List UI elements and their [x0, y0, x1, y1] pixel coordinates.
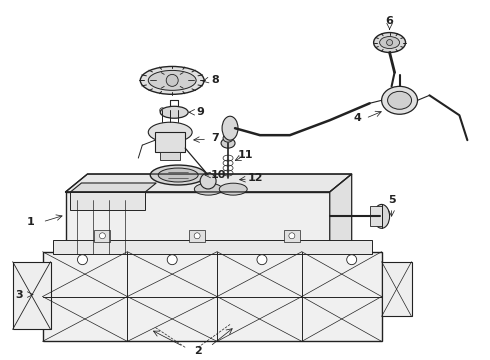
- Bar: [52, 240, 371, 254]
- Text: 9: 9: [196, 107, 204, 117]
- Circle shape: [257, 255, 267, 265]
- Ellipse shape: [388, 91, 412, 109]
- Text: 2: 2: [194, 346, 202, 356]
- Circle shape: [160, 108, 165, 113]
- Circle shape: [77, 255, 87, 265]
- Ellipse shape: [219, 183, 247, 195]
- Ellipse shape: [148, 71, 196, 90]
- Circle shape: [387, 40, 392, 45]
- Polygon shape: [71, 183, 156, 192]
- Ellipse shape: [380, 37, 399, 49]
- Ellipse shape: [374, 32, 406, 53]
- Text: 6: 6: [386, 15, 393, 26]
- Bar: [13, 262, 50, 329]
- Ellipse shape: [158, 168, 198, 182]
- Ellipse shape: [148, 122, 192, 142]
- Circle shape: [200, 173, 216, 189]
- Bar: [189, 230, 205, 242]
- Polygon shape: [66, 174, 352, 192]
- Bar: [43, 252, 382, 341]
- Circle shape: [176, 108, 181, 113]
- Text: 4: 4: [354, 113, 362, 123]
- Ellipse shape: [223, 134, 233, 142]
- Bar: [155, 132, 185, 152]
- Ellipse shape: [150, 165, 206, 185]
- Text: 7: 7: [211, 133, 219, 143]
- Ellipse shape: [222, 116, 238, 140]
- Text: 1: 1: [27, 217, 34, 227]
- Circle shape: [194, 233, 200, 239]
- Bar: [369, 206, 382, 226]
- Text: 5: 5: [388, 195, 395, 205]
- Polygon shape: [330, 174, 352, 262]
- Text: 10: 10: [210, 170, 226, 180]
- Bar: [160, 152, 180, 160]
- Circle shape: [166, 75, 178, 86]
- Ellipse shape: [374, 204, 390, 228]
- Ellipse shape: [382, 86, 417, 114]
- Bar: [71, 192, 145, 210]
- Circle shape: [167, 255, 177, 265]
- Ellipse shape: [140, 67, 204, 94]
- Text: 3: 3: [15, 289, 23, 300]
- Ellipse shape: [195, 183, 222, 195]
- Bar: [284, 230, 300, 242]
- Bar: [95, 230, 110, 242]
- Ellipse shape: [160, 106, 188, 118]
- Text: 12: 12: [247, 173, 263, 183]
- Circle shape: [347, 255, 357, 265]
- Circle shape: [99, 233, 105, 239]
- Text: 8: 8: [211, 75, 219, 85]
- Bar: [66, 192, 330, 262]
- Circle shape: [289, 233, 295, 239]
- Ellipse shape: [221, 138, 235, 148]
- Text: 11: 11: [237, 150, 253, 160]
- Circle shape: [168, 108, 172, 113]
- Bar: [382, 262, 412, 316]
